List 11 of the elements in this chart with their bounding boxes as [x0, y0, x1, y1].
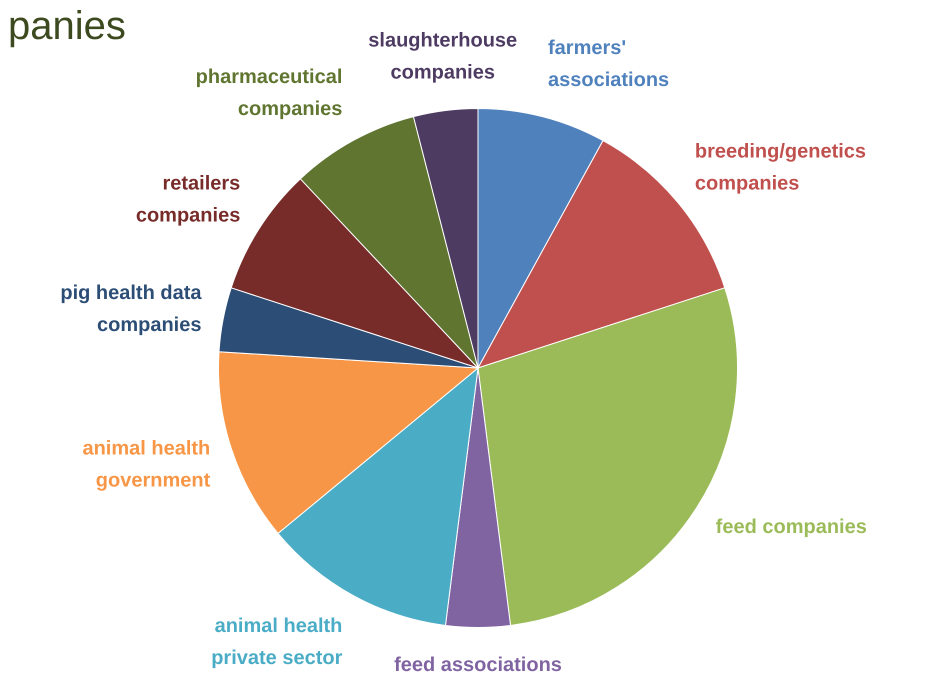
slice-label: retailers companies: [136, 172, 240, 227]
slice-label: feed associations: [394, 654, 562, 676]
slice-label: breeding/genetics companies: [694, 140, 866, 195]
slice-label: slaughterhouse companies: [368, 29, 518, 84]
slice-label: animal health private sector: [211, 615, 343, 670]
slice-label: feed companies: [716, 516, 867, 538]
slice-label: farmers' associations: [548, 36, 670, 91]
chart-title: panies: [8, 4, 126, 48]
slice-label: pharmaceutical companies: [196, 66, 342, 120]
slice-label: animal health government: [82, 437, 211, 492]
slice-label: pig health data companies: [60, 282, 202, 336]
